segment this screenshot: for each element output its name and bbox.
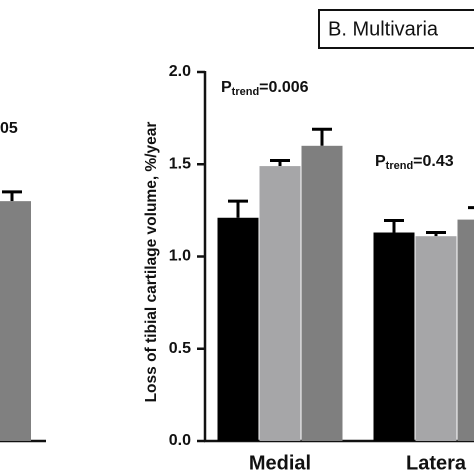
annotation-main: P bbox=[375, 153, 386, 170]
bar bbox=[457, 219, 474, 441]
annotation: Ptrend=0.43 bbox=[375, 153, 454, 172]
bar bbox=[259, 166, 301, 441]
annotation-main: P bbox=[221, 79, 232, 96]
bar bbox=[373, 232, 415, 441]
bar bbox=[0, 201, 31, 441]
x-tick-label: Medial bbox=[249, 452, 311, 474]
annotation-rest: =0.43 bbox=[413, 153, 454, 170]
y-axis-label: Loss of tibial cartilage volume, %/year bbox=[143, 122, 160, 403]
y-tick-label: 0.5 bbox=[169, 340, 191, 357]
annotation-rest: =0.006 bbox=[259, 79, 308, 96]
x-tick-label: Latera bbox=[406, 452, 467, 474]
bar bbox=[415, 236, 457, 441]
annotation: Ptrend=0.006 bbox=[221, 79, 309, 98]
annotation-sub: trend bbox=[232, 86, 260, 98]
y-tick-label: 0.0 bbox=[169, 432, 191, 449]
bar bbox=[217, 217, 259, 441]
annotation-sub: trend bbox=[386, 160, 414, 172]
annotation: 05 bbox=[0, 120, 18, 137]
title-box bbox=[318, 9, 474, 49]
y-tick-label: 1.5 bbox=[169, 155, 191, 172]
bar bbox=[301, 145, 343, 442]
y-tick-label: 2.0 bbox=[169, 63, 191, 80]
y-tick-label: 1.0 bbox=[169, 248, 191, 265]
chart-title: B. Multivaria bbox=[328, 18, 439, 40]
